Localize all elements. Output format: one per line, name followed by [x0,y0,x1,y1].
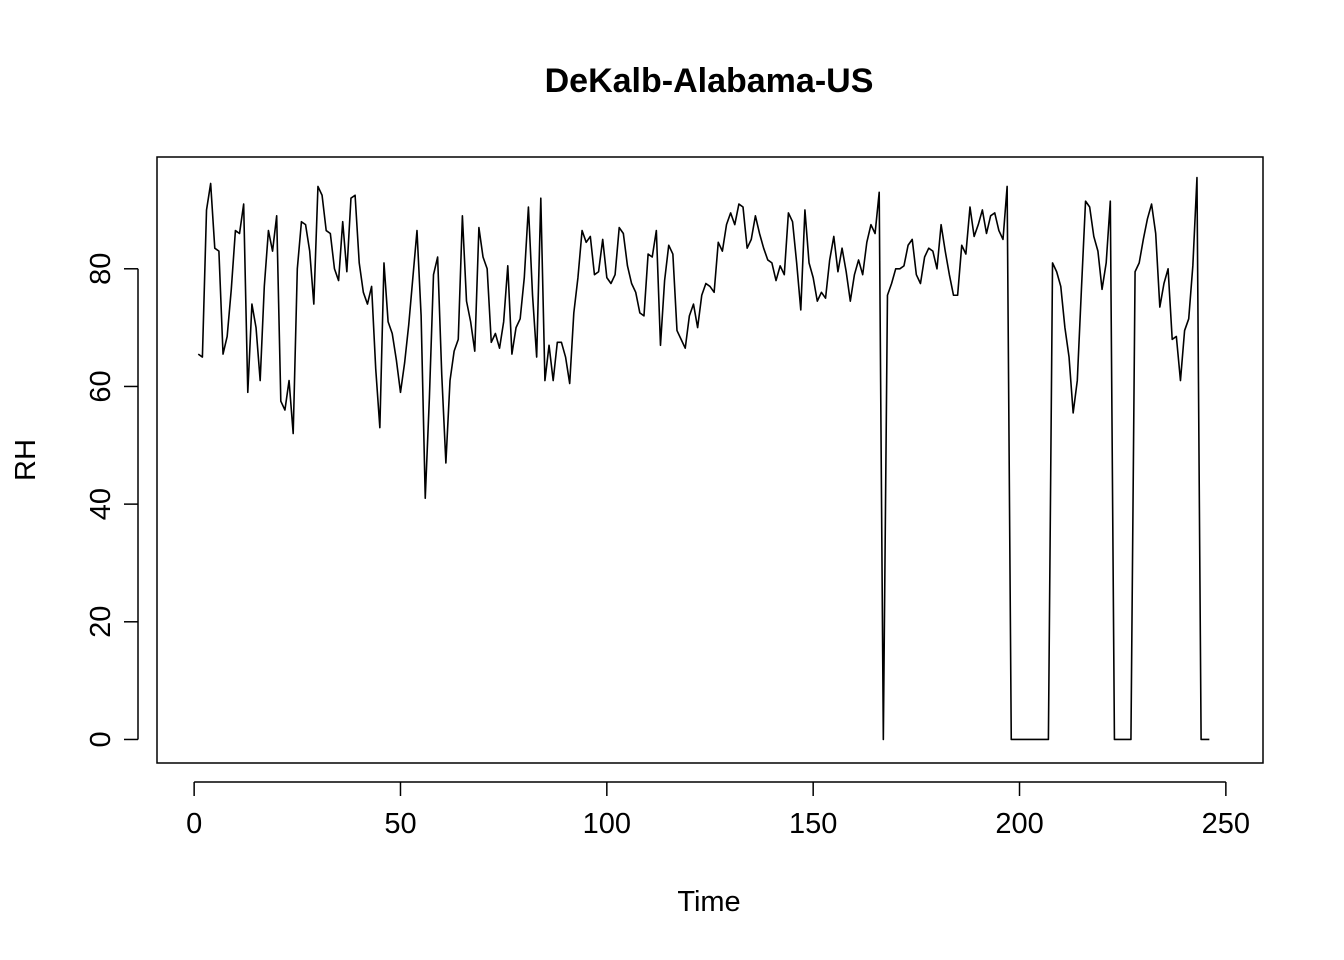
x-tick-label: 250 [1202,808,1250,840]
x-tick-label: 0 [186,808,202,840]
x-axis-label: Time [677,886,740,918]
series-line-rh [197,176,1210,741]
x-tick-label: 100 [583,808,631,840]
chart-title: DeKalb-Alabama-US [545,62,874,100]
x-tick-label: 50 [384,808,416,840]
y-tick-label: 60 [85,370,117,402]
y-axis: 0 20 40 60 80 [85,253,139,748]
y-tick-label: 40 [85,488,117,520]
y-tick-label: 80 [85,253,117,285]
y-axis-label: RH [10,439,42,481]
y-tick-label: 0 [85,731,117,747]
x-tick-label: 200 [995,808,1043,840]
plot-frame [156,156,1264,764]
y-tick-label: 20 [85,606,117,638]
x-tick-label: 150 [789,808,837,840]
x-axis: 0 50 100 150 200 250 [186,781,1250,840]
